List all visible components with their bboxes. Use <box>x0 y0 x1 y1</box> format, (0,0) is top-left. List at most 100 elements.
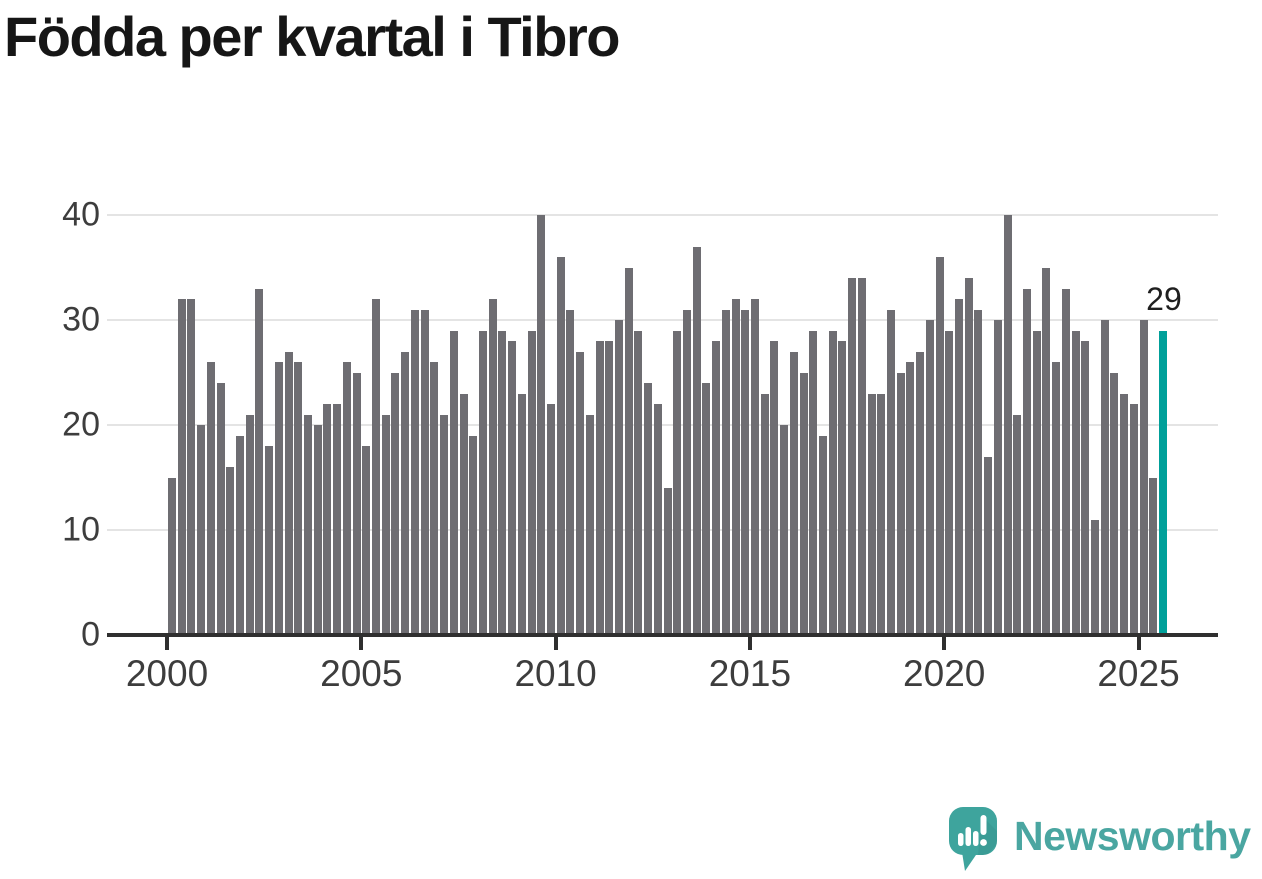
bar <box>274 362 283 635</box>
bar <box>440 414 448 635</box>
bar <box>1081 341 1090 635</box>
newsworthy-logo: Newsworthy <box>948 804 1251 874</box>
bar <box>488 299 497 635</box>
bar <box>780 425 789 635</box>
bar <box>1022 288 1031 635</box>
bar <box>818 435 827 635</box>
bar <box>809 330 818 635</box>
bar <box>1149 477 1158 635</box>
x-axis-tick-label: 2010 <box>514 653 597 694</box>
bar <box>381 414 390 635</box>
y-axis-tick-label: 20 <box>62 405 100 444</box>
bar <box>197 425 206 635</box>
bar <box>313 425 322 635</box>
bar <box>585 414 594 635</box>
bar <box>848 278 857 635</box>
value-annotation: 29 <box>1146 280 1182 317</box>
bar <box>673 330 682 635</box>
bar <box>430 362 439 635</box>
gridline <box>107 424 1218 426</box>
bar <box>1100 320 1109 635</box>
bar <box>420 309 429 635</box>
bar <box>935 257 944 635</box>
bar <box>624 267 633 635</box>
bar <box>546 404 555 635</box>
bar <box>877 393 886 635</box>
bar <box>1071 330 1080 635</box>
bar <box>838 341 847 635</box>
bar <box>1042 267 1051 635</box>
bar <box>556 257 565 635</box>
bar <box>498 330 507 635</box>
bar <box>750 299 759 635</box>
bar <box>1061 288 1070 635</box>
x-axis-tick <box>553 637 558 650</box>
x-axis-line <box>107 633 1218 637</box>
bar <box>1090 519 1099 635</box>
bar <box>333 404 342 635</box>
bar <box>566 309 575 635</box>
bar <box>449 330 458 635</box>
bar <box>177 299 186 635</box>
bar <box>993 320 1002 635</box>
bar <box>721 309 730 635</box>
bar-highlighted <box>1158 330 1167 635</box>
bar <box>508 341 516 635</box>
bar <box>984 456 993 635</box>
x-axis-tick-label: 2025 <box>1097 653 1180 694</box>
x-axis-tick <box>165 637 169 650</box>
bar <box>168 477 176 635</box>
bar <box>653 404 662 635</box>
bar <box>1003 215 1012 635</box>
y-axis-tick-label: 30 <box>62 300 100 339</box>
bar <box>245 414 254 635</box>
chart-title: Födda per kvartal i Tibro <box>4 5 620 68</box>
bar <box>226 467 235 635</box>
bar <box>216 383 225 635</box>
gridline <box>107 529 1218 531</box>
bar <box>284 351 293 635</box>
bar <box>1110 372 1119 635</box>
bar <box>236 435 244 635</box>
bar <box>1129 404 1138 635</box>
bar <box>799 372 808 635</box>
bar <box>945 330 954 635</box>
x-axis-tick <box>747 637 752 650</box>
bar <box>896 372 905 635</box>
bar <box>634 330 643 635</box>
bar <box>682 309 691 635</box>
x-axis-tick <box>942 637 947 650</box>
bar <box>527 330 536 635</box>
bar <box>1120 393 1129 635</box>
bar <box>964 278 973 635</box>
bar <box>459 393 468 635</box>
bar <box>595 341 604 635</box>
bar <box>954 299 963 635</box>
bar <box>362 446 371 635</box>
newsworthy-logo-text: Newsworthy <box>1014 812 1251 859</box>
bar <box>731 299 740 635</box>
bar <box>770 341 779 635</box>
bar <box>206 362 215 635</box>
bar <box>614 320 623 635</box>
gridline <box>107 214 1218 216</box>
x-axis-tick-label: 2000 <box>125 653 209 694</box>
bar <box>857 278 866 635</box>
bar <box>1013 414 1022 635</box>
bar <box>410 309 419 635</box>
bar <box>391 372 400 635</box>
x-axis-tick <box>359 637 364 650</box>
newsworthy-logo-icon <box>949 807 997 871</box>
bar <box>916 351 925 635</box>
bar <box>255 288 264 635</box>
bar <box>760 393 769 635</box>
x-axis-tick <box>1136 637 1141 650</box>
bar <box>644 383 652 635</box>
bar <box>702 383 711 635</box>
bar <box>1139 320 1148 635</box>
x-axis-tick-label: 2020 <box>903 653 986 694</box>
bar <box>906 362 915 635</box>
bar <box>576 351 584 635</box>
